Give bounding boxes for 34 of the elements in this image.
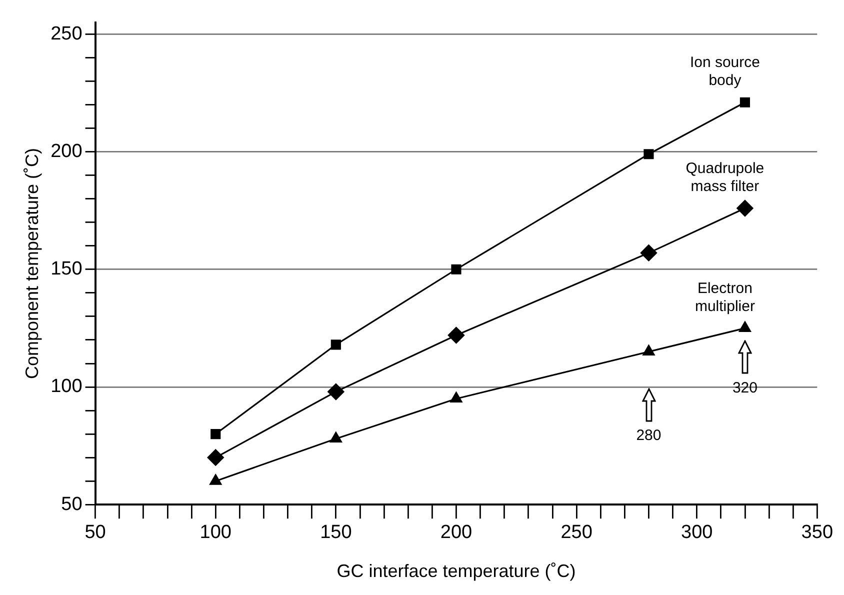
x-tick-label: 250 (560, 522, 592, 544)
point (644, 149, 654, 160)
y-tick-label: 250 (50, 23, 82, 44)
point (738, 321, 751, 332)
point (330, 340, 341, 350)
point (210, 428, 221, 440)
point (640, 244, 658, 262)
annotation: 280 (636, 426, 662, 444)
x-tick-label: 50 (84, 522, 106, 544)
x-axis-title: GC interface temperature (˚C) (336, 561, 576, 582)
x-tick-label: 300 (680, 522, 713, 544)
y-tick-label: 100 (50, 376, 82, 398)
point (207, 449, 224, 466)
point (210, 474, 222, 485)
x-tick-label: 150 (320, 522, 352, 544)
y-tick-label: 150 (50, 258, 82, 280)
series-label: Quadrupole mass filter (686, 160, 764, 195)
x-tick-label: 100 (200, 522, 232, 544)
y-tick-label: 50 (61, 494, 82, 515)
x-tick-label: 200 (440, 522, 472, 544)
y-tick-label: 200 (50, 141, 82, 162)
x-tick-label: 350 (801, 522, 833, 544)
point (448, 326, 465, 344)
y-axis-title: Component temperature (˚C) (22, 148, 42, 380)
point (330, 432, 342, 443)
series-label: Ion source body (690, 54, 760, 90)
point (642, 344, 655, 356)
point (736, 200, 754, 217)
annotation: 320 (732, 379, 758, 396)
point (740, 97, 750, 108)
series-label: Electron multiplier (694, 280, 755, 315)
point (328, 383, 344, 400)
point (450, 392, 462, 403)
point (451, 264, 462, 274)
